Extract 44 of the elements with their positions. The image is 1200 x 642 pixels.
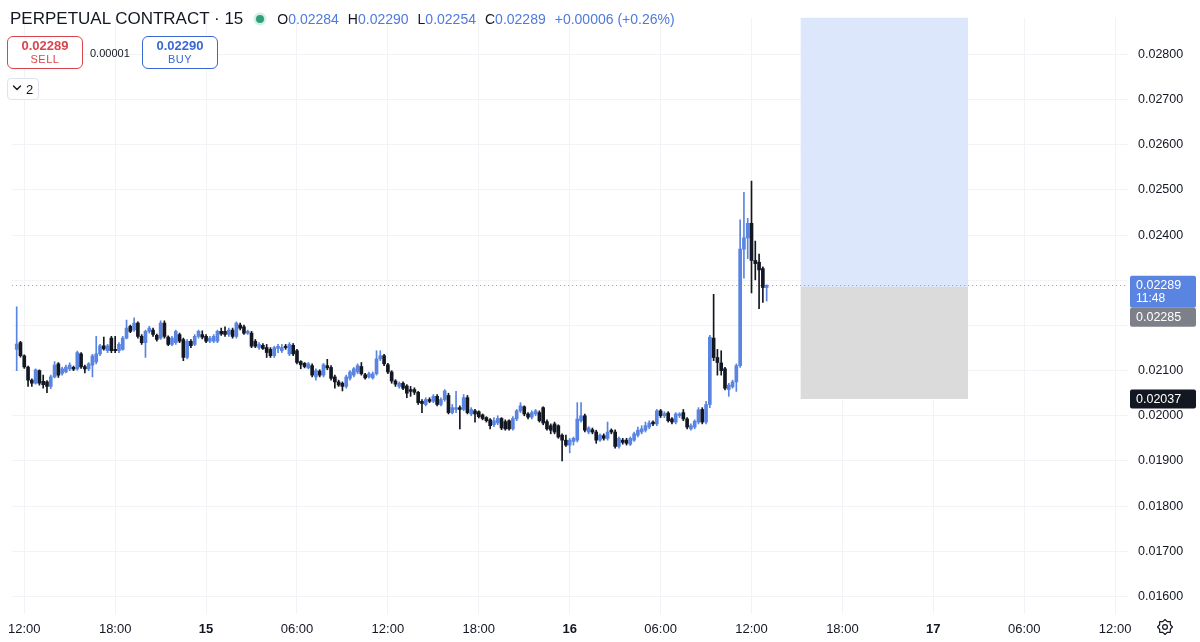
x-tick-label: 17 xyxy=(926,621,941,637)
annotation: H0.02290 xyxy=(347,11,409,27)
x-tick-label: 06:00 xyxy=(1007,621,1041,637)
x-tick-label: 12:00 xyxy=(7,621,41,637)
x-tick-label: 12:00 xyxy=(735,621,768,637)
annotation: 0.00001 xyxy=(90,47,130,59)
y-tick-label: 0.02800 xyxy=(1138,46,1184,61)
x-tick-label: 15 xyxy=(198,621,214,637)
y-tick-label: 0.02500 xyxy=(1138,182,1184,197)
y-tick-label: 0.02600 xyxy=(1138,137,1184,152)
text: 0.02285 xyxy=(1136,309,1182,324)
y-tick-label: 0.02000 xyxy=(1138,408,1184,423)
annotation: L0.02254 xyxy=(417,11,476,27)
x-tick-label: 06:00 xyxy=(280,621,314,637)
x-tick-label: 12:00 xyxy=(1098,621,1132,637)
candlestick xyxy=(458,405,462,430)
candlestick xyxy=(113,335,117,353)
candlestick xyxy=(454,391,458,413)
annotation: 0.02290 xyxy=(156,38,204,54)
annotation: 0.02289 xyxy=(21,38,69,54)
text: 0.02037 xyxy=(1136,391,1182,406)
annotation: SELL xyxy=(30,53,60,66)
y-tick-label: 0.01800 xyxy=(1138,498,1184,513)
y-tick-label: 0.01600 xyxy=(1138,588,1184,603)
annotation: +0.00006 (+0.26%) xyxy=(554,11,675,27)
y-tick-label: 0.01700 xyxy=(1138,543,1184,558)
x-tick-label: 16 xyxy=(562,621,577,637)
annotation: C0.02289 xyxy=(484,11,546,27)
x-tick-label: 18:00 xyxy=(826,621,859,637)
candlestick xyxy=(14,306,19,371)
ref-line-label: 0.02289 xyxy=(1136,277,1182,292)
chart-title: PERPETUAL CONTRACT · 15 xyxy=(10,9,244,29)
x-tick-label: 06:00 xyxy=(644,621,677,637)
x-tick-label: 18:00 xyxy=(98,621,132,637)
annotation: BUY xyxy=(167,53,193,66)
text: 11:48 xyxy=(1136,290,1166,305)
y-tick-label: 0.02700 xyxy=(1138,92,1184,107)
x-tick-label: 18:00 xyxy=(462,621,496,637)
annotation: 2 xyxy=(26,81,34,97)
y-tick-label: 0.02100 xyxy=(1138,363,1184,378)
annotation: O0.02284 xyxy=(277,11,339,27)
x-tick-label: 12:00 xyxy=(371,621,405,637)
y-tick-label: 0.02400 xyxy=(1138,227,1184,242)
y-tick-label: 0.01900 xyxy=(1138,453,1184,468)
